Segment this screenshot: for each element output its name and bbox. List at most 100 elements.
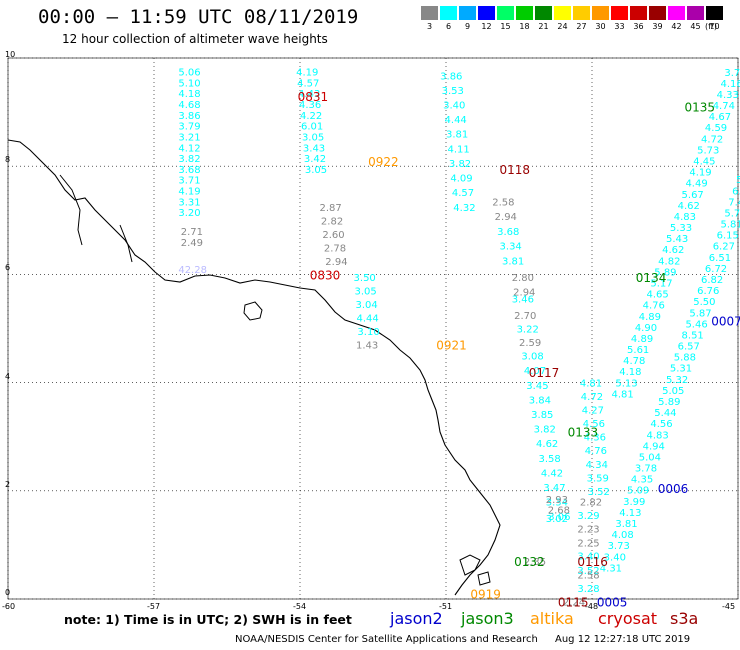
wave-height-value: 4.68 bbox=[178, 100, 200, 111]
colorbar-label: 21 bbox=[538, 22, 549, 31]
wave-height-value: 2.94 bbox=[325, 257, 347, 268]
wave-height-value: 5.31 bbox=[670, 364, 692, 375]
latitude-tick-label: 0 bbox=[5, 588, 11, 597]
satellite-legend-entry: jason2 bbox=[390, 609, 443, 628]
wave-height-value: 3.53 bbox=[442, 86, 464, 97]
wave-height-value: 4.78 bbox=[623, 356, 645, 367]
wave-height-value: 2.87 bbox=[319, 203, 341, 214]
wave-height-value: 3.52 bbox=[588, 487, 610, 498]
track-time-label: 0115 bbox=[558, 596, 589, 610]
wave-height-value: 4.19 bbox=[296, 68, 318, 79]
wave-height-value: 3.52 bbox=[577, 566, 599, 577]
wave-height-value: 4.19 bbox=[689, 168, 711, 179]
wave-height-value: 4.83 bbox=[647, 430, 669, 441]
wave-height-value: 3.20 bbox=[178, 208, 200, 219]
colorbar-label: 6 bbox=[445, 22, 452, 31]
wave-height-value: 1.43 bbox=[356, 341, 378, 352]
wave-height-value: 3.81 bbox=[446, 130, 468, 141]
track-time-label: 0005 bbox=[597, 596, 628, 610]
track-time-label: 0133 bbox=[568, 425, 599, 439]
wave-height-value: 5.87 bbox=[689, 308, 711, 319]
wave-height-value: 3.50 bbox=[354, 273, 376, 284]
wave-height-value: 3.68 bbox=[178, 165, 200, 176]
wave-height-value: 2.78 bbox=[324, 243, 346, 254]
wave-height-value: 3.84 bbox=[529, 395, 551, 406]
wave-height-value: 6.01 bbox=[301, 122, 323, 133]
wave-height-value: 3.04 bbox=[355, 300, 377, 311]
track-time-labels: 0831 0830 0922 0921 0919 0118 0117 0116 0115 0135… bbox=[298, 90, 740, 610]
wave-height-value: 2.68 bbox=[548, 506, 570, 517]
wave-height-value: 5.05 bbox=[662, 386, 684, 397]
longitude-tick-label: -57 bbox=[147, 602, 161, 611]
wave-height-value: 4.49 bbox=[685, 179, 707, 190]
wave-height-value: 5.10 bbox=[178, 78, 200, 89]
colorbar-swatch bbox=[421, 6, 438, 20]
wave-height-value: 4.56 bbox=[650, 419, 672, 430]
track-time-label: 0919 bbox=[470, 588, 501, 602]
wave-height-value: 4.76 bbox=[643, 301, 665, 312]
colorbar-label: 15 bbox=[500, 22, 511, 31]
colorbar-label: 70 bbox=[709, 22, 720, 31]
wave-height-value: 3.47 bbox=[543, 483, 565, 494]
wave-height-value: 6.51 bbox=[709, 253, 731, 264]
wave-height-value: 4.18 bbox=[178, 89, 200, 100]
footer-timestamp: Aug 12 12:27:18 UTC 2019 bbox=[555, 634, 691, 645]
colorbar-label: 33 bbox=[614, 22, 625, 31]
colorbar-label: 45 bbox=[690, 22, 701, 31]
wave-height-value: 4.35 bbox=[631, 475, 653, 486]
wave-height-value: 3.99 bbox=[623, 497, 645, 508]
wave-height-value: 2.82 bbox=[580, 498, 602, 509]
wave-height-value: 8.51 bbox=[682, 330, 704, 341]
wave-height-value: 3.43 bbox=[303, 143, 325, 154]
wave-height-value: 3.71 bbox=[178, 176, 200, 187]
wave-height-value: 3.08 bbox=[521, 352, 543, 363]
wave-height-value: 4.65 bbox=[647, 290, 669, 301]
wave-height-value: 4.12 bbox=[178, 143, 200, 154]
wave-height-value: 4.90 bbox=[635, 323, 657, 334]
colorbar-label: 27 bbox=[576, 22, 587, 31]
wave-height-value: 5.89 bbox=[658, 397, 680, 408]
wave-height-value: 6.76 bbox=[697, 286, 719, 297]
longitude-tick-label: -45 bbox=[722, 602, 736, 611]
wave-height-value: 4.57 bbox=[452, 188, 474, 199]
wave-height-value: 5.81 bbox=[720, 220, 740, 231]
colorbar-swatch bbox=[535, 6, 552, 20]
wave-height-value: 6.57 bbox=[678, 342, 700, 353]
wave-height-value: 4.81 bbox=[580, 379, 602, 390]
wave-height-value: 4.82 bbox=[658, 256, 680, 267]
longitude-tick-label: -51 bbox=[439, 602, 453, 611]
wave-height-value: 3.40 bbox=[443, 101, 465, 112]
wave-height-value: 3.28 bbox=[577, 584, 599, 595]
colorbar-label: 24 bbox=[557, 22, 568, 31]
wave-height-value: 42.28 bbox=[178, 265, 207, 276]
satellite-legend-entry: jason3 bbox=[461, 609, 514, 628]
wave-height-value: 5.44 bbox=[654, 408, 676, 419]
wave-height-value: 4.59 bbox=[705, 123, 727, 134]
latitude-tick-label: 4 bbox=[5, 371, 11, 381]
wave-height-value: 4.81 bbox=[611, 389, 633, 400]
wave-height-value: 4.44 bbox=[356, 314, 378, 325]
wave-height-value: 3.02 bbox=[546, 514, 568, 525]
wave-height-value: 5.13 bbox=[615, 378, 637, 389]
colorbar-swatch bbox=[592, 6, 609, 20]
wave-height-value: 3.82 bbox=[178, 154, 200, 165]
longitude-tick-label: -60 bbox=[2, 602, 16, 611]
wave-height-value: 3.82 bbox=[534, 425, 556, 436]
wave-height-value: 4.83 bbox=[674, 212, 696, 223]
wave-height-value: 4.89 bbox=[639, 312, 661, 323]
wave-height-value: 4.67 bbox=[709, 112, 731, 123]
track-time-label: 0116 bbox=[577, 555, 608, 569]
colorbar-swatch bbox=[630, 6, 647, 20]
latitude-tick-label: 8 bbox=[5, 155, 11, 165]
wave-height-value: 3.31 bbox=[178, 197, 200, 208]
wave-height-value: 3.21 bbox=[178, 132, 200, 143]
wave-height-value: 3.82 bbox=[449, 159, 471, 170]
coastline-river-2 bbox=[119, 224, 133, 263]
wave-height-value: 3.68 bbox=[497, 227, 519, 238]
wave-height-value: 4.11 bbox=[447, 144, 469, 155]
colorbar-label: 3 bbox=[426, 22, 433, 31]
coastline-delta bbox=[459, 554, 491, 586]
wave-height-value: 2.49 bbox=[181, 238, 203, 249]
wave-height-value: 2.94 bbox=[495, 212, 517, 223]
